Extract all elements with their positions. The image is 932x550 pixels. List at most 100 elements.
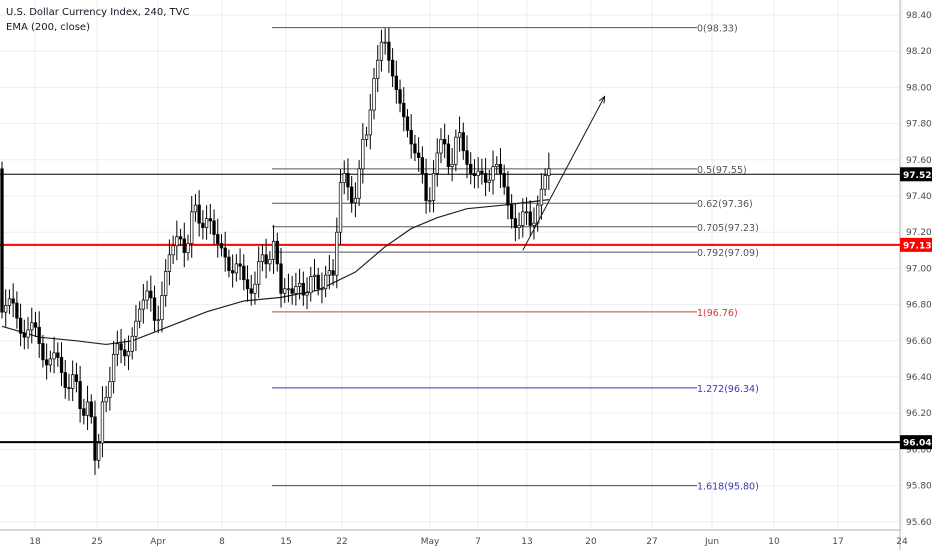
candle-body (97, 442, 101, 461)
candle-body (320, 288, 324, 291)
candle-body (93, 416, 97, 461)
price-axis-tag-label: 97.13 (903, 241, 931, 251)
price-tick-label: 97.20 (906, 228, 932, 238)
candle-body (509, 204, 514, 219)
time-tick-label: 10 (768, 537, 780, 547)
price-tick-label: 96.00 (906, 445, 932, 455)
candle-body (480, 170, 484, 174)
candle-body (238, 263, 242, 267)
candle-body (297, 282, 302, 287)
candle-body (316, 274, 320, 290)
candle-body (439, 139, 443, 154)
time-tick-label: 24 (896, 537, 908, 547)
candle-body (465, 150, 469, 165)
candle-body (431, 173, 436, 201)
candle-body (487, 179, 491, 183)
candle-body (7, 298, 12, 306)
projection-arrow-head (598, 95, 606, 104)
time-tick-label: Apr (150, 537, 166, 547)
candle-body (413, 143, 417, 154)
candle-body (15, 302, 19, 319)
candle-body (420, 157, 425, 174)
candle-body (201, 222, 205, 229)
chart-title: U.S. Dollar Currency Index, 240, TVC (6, 7, 190, 18)
price-tick-label: 97.80 (906, 120, 932, 130)
candle-body (190, 211, 194, 244)
candle-body (167, 254, 172, 272)
price-tick-label: 96.80 (906, 301, 932, 311)
candle-body (71, 374, 75, 389)
candle-body (450, 163, 454, 167)
ema-200-line (1, 199, 549, 346)
candle-body (111, 354, 116, 382)
candle-body (443, 139, 447, 145)
candle-body (37, 326, 41, 344)
candle-body (89, 401, 93, 418)
fib-level-label: 0.62(97.36) (697, 199, 753, 210)
price-tick-label: 97.40 (906, 192, 932, 202)
candle-body (219, 243, 224, 249)
candle-body (56, 352, 60, 358)
candle-body (52, 352, 56, 360)
time-tick-label: 13 (521, 537, 532, 547)
candle-body (186, 243, 190, 253)
candle-body (152, 297, 157, 321)
candle-body (461, 132, 465, 152)
fib-level-label: 0.705(97.23) (697, 223, 759, 234)
candle-body (528, 211, 532, 226)
candle-body (357, 168, 361, 199)
candle-body (104, 397, 108, 403)
candle-body (115, 343, 119, 355)
candle-body (22, 332, 26, 338)
candle-body (361, 139, 365, 170)
candle-body (175, 236, 179, 247)
candle-body (242, 265, 246, 281)
candle-body (44, 359, 49, 366)
candle-body (472, 173, 477, 176)
candle-body (149, 290, 153, 299)
candle-body (100, 401, 105, 444)
candle-body (245, 279, 250, 290)
candle-body (409, 130, 413, 145)
candle-body (141, 299, 146, 310)
candle-body (271, 240, 276, 260)
fib-level-label: 1.618(95.80) (697, 482, 759, 493)
candle-body (41, 343, 45, 361)
projection-arrow-line (522, 96, 606, 251)
candle-body (416, 152, 421, 158)
indicator-label[interactable]: EMA (200, close) (6, 22, 90, 33)
time-tick-label: Jun (704, 537, 719, 547)
candle-body (402, 102, 406, 118)
candle-body (260, 254, 265, 262)
candle-body (312, 274, 317, 277)
candle-body (301, 282, 305, 296)
candle-body (517, 225, 521, 229)
candle-body (156, 319, 160, 322)
candle-body (428, 200, 432, 202)
candle-body (457, 132, 462, 138)
candle-body (82, 408, 86, 416)
candle-body (123, 349, 127, 357)
candle-body (446, 143, 451, 167)
price-tick-label: 95.60 (906, 518, 932, 528)
candle-body (454, 136, 458, 165)
candle-body (78, 381, 82, 410)
candle-body (18, 317, 23, 334)
time-tick-label: 8 (219, 537, 225, 547)
candle-body (171, 245, 175, 256)
candle-body (376, 59, 380, 79)
price-tick-label: 97.00 (906, 264, 932, 274)
candle-body (498, 163, 503, 174)
candle-body (85, 401, 90, 416)
candle-body (212, 220, 216, 235)
fib-level-label: 1(96.76) (697, 308, 738, 319)
price-tick-label: 95.80 (906, 482, 932, 492)
candle-body (294, 286, 298, 294)
candle-body (204, 218, 209, 229)
candle-body (539, 188, 544, 206)
price-tick-label: 98.20 (906, 47, 932, 57)
fib-level-label: 0(98.33) (697, 24, 738, 35)
candle-body (286, 288, 291, 291)
candle-body (372, 77, 376, 111)
